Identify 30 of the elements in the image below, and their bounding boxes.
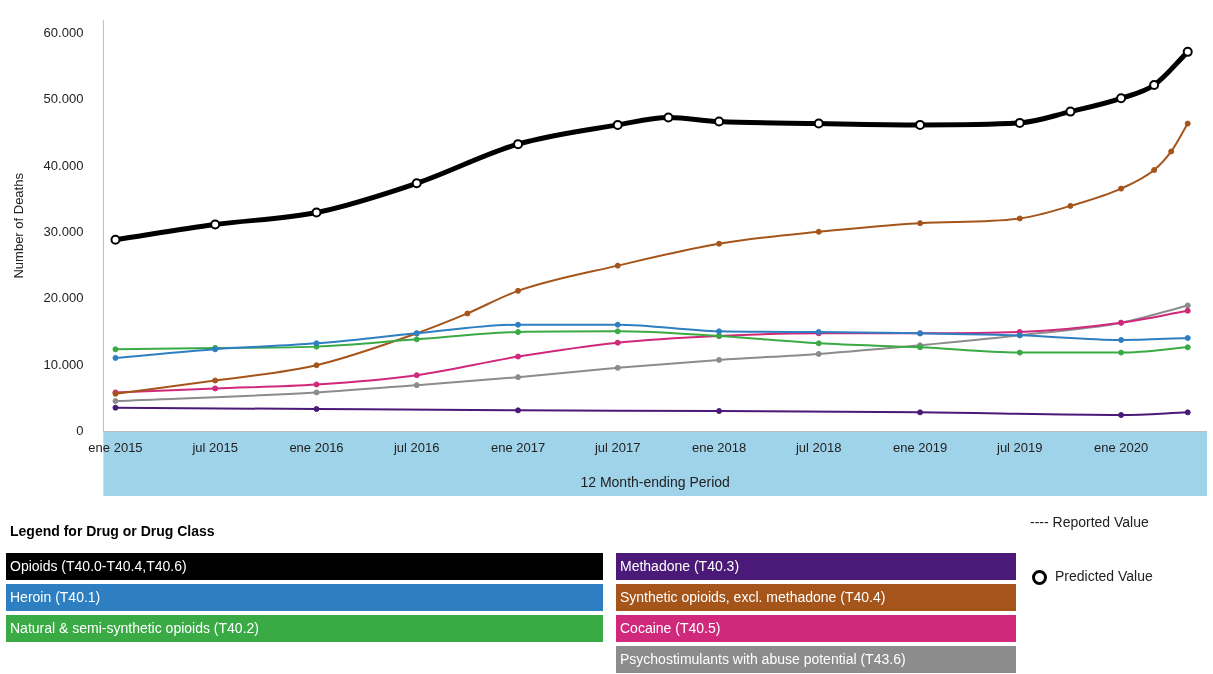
text: Psychostimulants with abuse potential (T43.6) (616, 646, 1016, 673)
text: Synthetic opioids, excl. methadone (T40.4) (616, 584, 1016, 611)
text: ---- Reported Value (1030, 514, 1149, 530)
y-tick-label: 30.000 (43, 224, 84, 240)
y-axis-title: Number of Deaths (11, 172, 27, 279)
x-tick-label: ene 2020 (1093, 439, 1149, 455)
y-tick-label: 0 (76, 423, 84, 439)
x-tick-label: ene 2019 (892, 439, 948, 455)
text: Heroin (T40.1) (6, 584, 603, 611)
x-tick-label: jul 2018 (794, 439, 842, 455)
y-tick-label: 20.000 (43, 290, 84, 306)
x-tick-label: jul 2019 (995, 439, 1043, 455)
x-axis-title: 12 Month-ending Period (580, 474, 730, 491)
text: Cocaine (T40.5) (616, 615, 1016, 642)
x-tick-label: ene 2018 (691, 439, 747, 455)
y-tick-label: 50.000 (43, 91, 84, 107)
y-tick-label: 60.000 (43, 24, 84, 40)
text: Opioids (T40.0-T40.4,T40.6) (6, 553, 603, 580)
x-tick-label: jul 2017 (593, 439, 641, 455)
text: Natural & semi-synthetic opioids (T40.2) (6, 615, 603, 642)
x-tick-label: jul 2015 (191, 439, 238, 455)
x-tick-label: ene 2017 (490, 439, 546, 455)
x-tick-label: jul 2016 (392, 439, 440, 455)
text: Methadone (T40.3) (616, 553, 1016, 580)
y-tick-label: 10.000 (43, 356, 84, 372)
text: Predicted Value (1054, 568, 1153, 585)
x-tick-label: ene 2016 (289, 439, 344, 455)
x-tick-label: ene 2015 (88, 439, 143, 455)
legend-title: Legend for Drug or Drug Class (10, 523, 215, 539)
y-tick-label: 40.000 (43, 157, 84, 173)
